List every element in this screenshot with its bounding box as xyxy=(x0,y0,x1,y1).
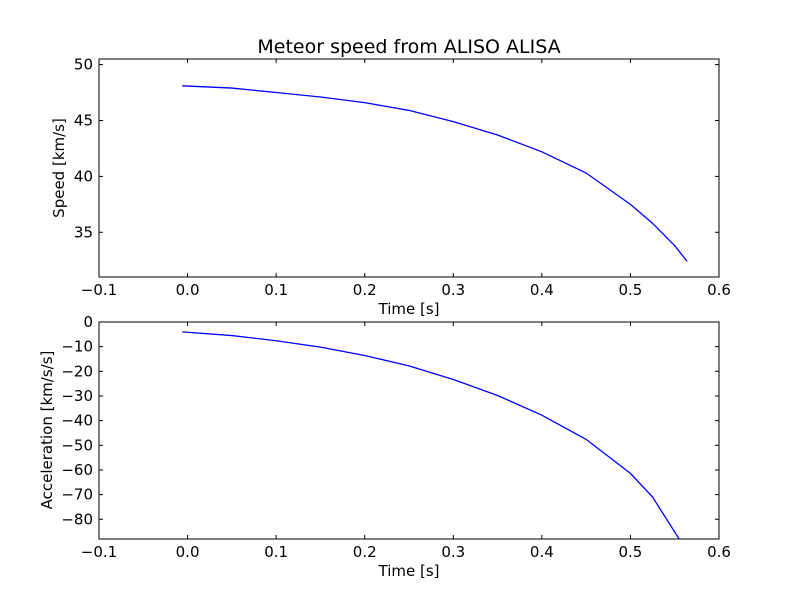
speed-x-tick-label: 0.5 xyxy=(618,281,642,299)
speed-x-tick-label: 0.6 xyxy=(707,281,731,299)
acceleration-y-tick-label: −60 xyxy=(61,461,93,479)
acceleration-x-tick-label: 0.2 xyxy=(353,543,377,561)
speed-x-tick-label: 0.3 xyxy=(441,281,465,299)
acceleration-y-tick-label: −80 xyxy=(61,510,93,528)
speed-x-tick-label: −0.1 xyxy=(81,281,117,299)
acceleration-panel: −0.1 0.0 0.1 0.2 0.3 0.4 0.5 0.6 0 −10 −20 −30 −40 −5… xyxy=(38,313,731,580)
speed-x-tick-label: 0.2 xyxy=(353,281,377,299)
acceleration-x-tick-label: 0.5 xyxy=(618,543,642,561)
acceleration-x-tick-label: 0.4 xyxy=(530,543,554,561)
speed-x-tick-label: 0.4 xyxy=(530,281,554,299)
chart-title: Meteor speed from ALISO ALISA xyxy=(257,36,560,58)
speed-y-tick-label: 50 xyxy=(74,56,93,74)
acceleration-y-tick-label: −40 xyxy=(61,412,93,430)
acceleration-y-tick-label: −70 xyxy=(61,486,93,504)
acceleration-y-tick-label: −20 xyxy=(61,362,93,380)
speed-ticks: −0.1 0.0 0.1 0.2 0.3 0.4 0.5 0.6 35 40 45 50 xyxy=(74,56,731,299)
acceleration-x-axis-label: Time [s] xyxy=(378,562,440,580)
acceleration-x-tick-label: 0.3 xyxy=(441,543,465,561)
speed-axes-frame xyxy=(98,58,720,278)
speed-x-tick-label: 0.0 xyxy=(176,281,200,299)
speed-y-tick-label: 35 xyxy=(74,223,93,241)
speed-y-axis-label: Speed [km/s] xyxy=(50,118,68,218)
acceleration-y-tick-label: −10 xyxy=(61,338,93,356)
speed-panel: Meteor speed from ALISO ALISA −0.1 0.0 0.1… xyxy=(50,36,731,318)
acceleration-axes-frame xyxy=(98,321,720,540)
acceleration-x-tick-label: 0.1 xyxy=(264,543,288,561)
acceleration-series-line xyxy=(182,331,680,539)
acceleration-x-tick-label: 0.6 xyxy=(707,543,731,561)
speed-series-line xyxy=(182,85,688,262)
speed-x-axis-label: Time [s] xyxy=(378,300,440,318)
speed-plot-area xyxy=(182,85,688,262)
acceleration-ticks: −0.1 0.0 0.1 0.2 0.3 0.4 0.5 0.6 0 −10 −20 −30 −40 −5… xyxy=(61,313,731,561)
acceleration-plot-area xyxy=(182,331,680,539)
speed-y-tick-label: 40 xyxy=(74,167,93,185)
acceleration-y-tick-label: −50 xyxy=(61,436,93,454)
speed-x-tick-label: 0.1 xyxy=(264,281,288,299)
speed-y-tick-label: 45 xyxy=(74,111,93,129)
acceleration-y-tick-label: 0 xyxy=(83,313,93,331)
acceleration-x-tick-label: 0.0 xyxy=(176,543,200,561)
acceleration-x-tick-label: −0.1 xyxy=(81,543,117,561)
acceleration-y-tick-label: −30 xyxy=(61,387,93,405)
acceleration-y-axis-label: Acceleration [km/s/s] xyxy=(38,351,56,510)
